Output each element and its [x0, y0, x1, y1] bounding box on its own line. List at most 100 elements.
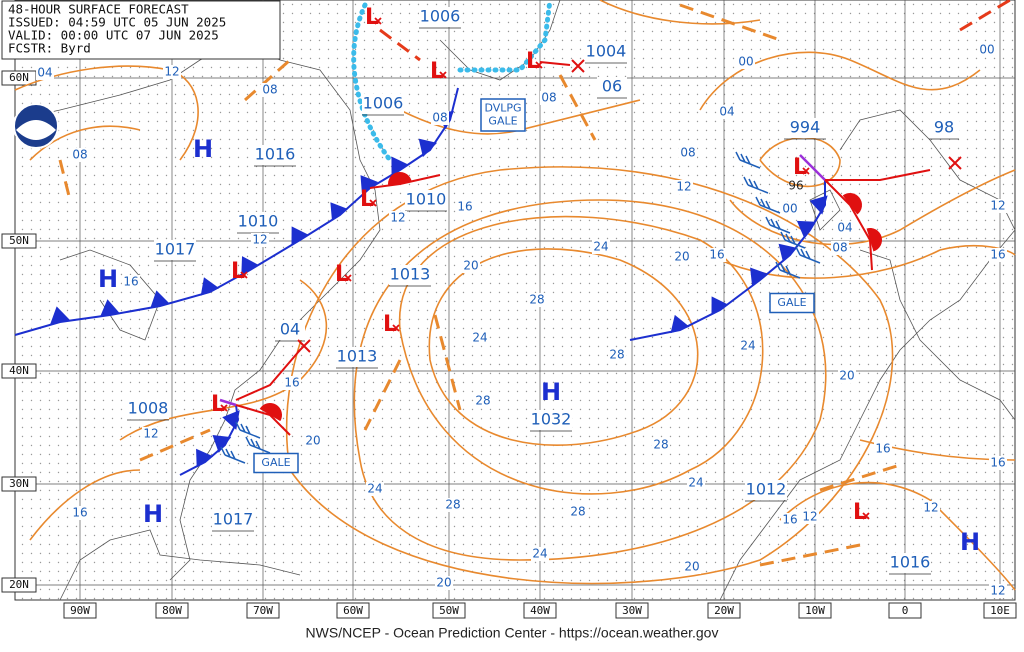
isobar-label: 12 [990, 199, 1005, 213]
isobar-label: 12 [390, 211, 405, 225]
low-pressure: 1004 [586, 42, 627, 61]
isobar-label-bg [831, 241, 849, 255]
isobar-label: 12 [990, 584, 1005, 598]
latitude-label: 50N [9, 234, 29, 247]
latitude-label-box [1, 577, 37, 593]
forecast-x [571, 59, 585, 73]
isobar-label-bg [989, 248, 1007, 262]
forecast-x [297, 339, 311, 353]
low-symbol: L [430, 59, 444, 84]
wind-barb [220, 446, 246, 464]
high-symbol: H [193, 135, 213, 163]
high-pressure: 1017 [213, 510, 254, 529]
isobar-label-bg [163, 65, 181, 79]
isobar-label: 28 [445, 498, 460, 512]
forecast-pressure: 98 [934, 118, 954, 137]
gale-box [480, 98, 526, 132]
isobar-label: 16 [875, 442, 890, 456]
isobar-label: 24 [472, 331, 487, 345]
longitude-label-box [983, 602, 1017, 619]
isobar-label: 08 [832, 241, 847, 255]
low-symbol: L [793, 155, 807, 180]
isobar-label: 00 [738, 55, 753, 69]
isobar-label-bg [838, 369, 856, 383]
high-pressure-box [212, 510, 254, 530]
forecast-pressure: 06 [602, 77, 622, 96]
isobar-label-bg [781, 513, 799, 527]
wind-barb [780, 231, 806, 249]
isobar-label-bg [569, 505, 587, 519]
low-center-x [374, 17, 382, 25]
isobar-label-bg [801, 510, 819, 524]
gale-text: GALE [261, 456, 290, 469]
latitude-label: 20N [9, 578, 29, 591]
longitude-label-box [523, 602, 557, 619]
gale-box [253, 452, 299, 474]
isobar-label: 20 [463, 259, 478, 273]
fronts [14, 61, 931, 476]
latitude-label-box [1, 233, 37, 249]
isobar-label-bg [874, 442, 892, 456]
low-center-x [344, 274, 352, 282]
longitude-label: 60W [343, 604, 363, 617]
header-box [1, 0, 281, 60]
high-pressure: 1016 [255, 145, 296, 164]
isobar-label-bg [251, 233, 269, 247]
isobar-label-bg [687, 476, 705, 490]
longitude-label-box [615, 602, 649, 619]
header-line: FCSTR: Byrd [8, 41, 91, 56]
isobar-label-bg [531, 547, 549, 561]
low-pressure: 1006 [363, 94, 404, 113]
wind-barb [743, 176, 769, 194]
low-center-x [802, 167, 810, 175]
isobar-label: 20 [674, 250, 689, 264]
wind-barb [755, 196, 781, 214]
low-pressure-box [362, 94, 404, 114]
isobar-label-bg [836, 221, 854, 235]
low-pressure-box [419, 7, 461, 27]
low-pressure: 1013 [390, 265, 431, 284]
isobar-label: 16 [457, 200, 472, 214]
isobar-label-bg [922, 501, 940, 515]
isobar-label-bg [708, 248, 726, 262]
high-pressure-box [889, 553, 931, 573]
low-symbol: L [383, 312, 397, 337]
longitude-label-box [246, 602, 280, 619]
forecast-pressure-box [275, 320, 305, 340]
longitude-label: 0 [902, 604, 909, 617]
isobar-label-bg [737, 55, 755, 69]
isobar-label: 08 [432, 111, 447, 125]
isobar-label-bg [608, 348, 626, 362]
isobar-label: 12 [802, 510, 817, 524]
isobar-label: 12 [143, 427, 158, 441]
gale-box [769, 292, 815, 314]
low-pressure: 1010 [406, 190, 447, 209]
isobar-label-bg [652, 438, 670, 452]
longitude-label: 40W [530, 604, 550, 617]
isobar-label-bg [366, 482, 384, 496]
isobar-label: 16 [782, 513, 797, 527]
isobar-label-bg [304, 434, 322, 448]
isobar-label-bg [142, 427, 160, 441]
latitude-label: 30N [9, 477, 29, 490]
isobar-label: 08 [541, 91, 556, 105]
longitude-label: 10E [990, 604, 1010, 617]
isobar-label-bg [471, 331, 489, 345]
forecast-pressure: 04 [280, 320, 300, 339]
low-pressure-box [237, 212, 279, 232]
longitude-label-box [432, 602, 466, 619]
isobar-label: 16 [284, 376, 299, 390]
longitude-label-box [798, 602, 832, 619]
forecast-pressure: 96 [788, 179, 803, 193]
header-line: 48-HOUR SURFACE FORECAST [8, 2, 189, 17]
low-pressure-box [585, 42, 627, 62]
longitude-label: 20W [714, 604, 734, 617]
isobar-label: 04 [719, 105, 734, 119]
isobar-label-bg [781, 202, 799, 216]
isobar-label: 20 [305, 434, 320, 448]
isobar-label: 28 [529, 293, 544, 307]
gale-text: DVLPG [484, 102, 521, 115]
isobar-label-bg [389, 211, 407, 225]
low-pressure: 1012 [746, 480, 787, 499]
